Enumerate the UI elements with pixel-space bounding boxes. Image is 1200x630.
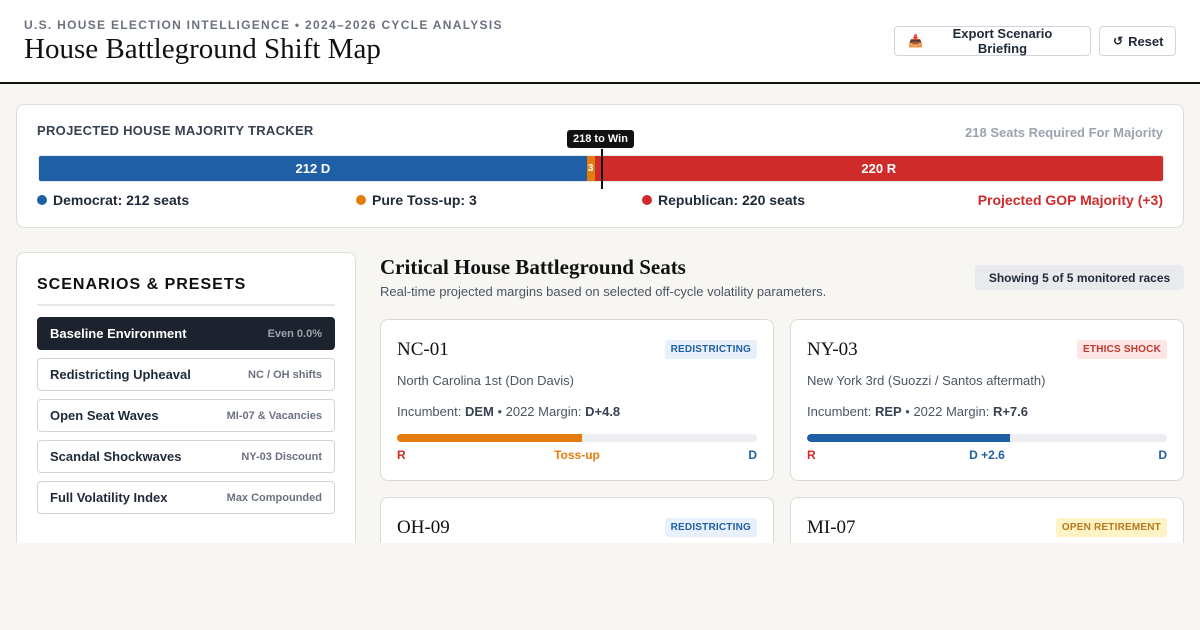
tossup-seat-segment: 3 xyxy=(586,156,595,181)
incumbent-party: REP xyxy=(874,404,902,419)
margin-fill xyxy=(807,434,1011,442)
rep-dot-icon xyxy=(642,195,652,205)
scale-dem-label: D xyxy=(1158,448,1167,462)
incumbent-party: DEM xyxy=(464,404,494,419)
margin-prefix: • 2022 Margin: xyxy=(901,404,993,419)
race-tag-badge: REDISTRICTING xyxy=(664,340,757,359)
legend-dem-label: Democrat: 212 seats xyxy=(53,192,190,208)
margin-fill xyxy=(397,434,583,442)
reset-button[interactable]: ↺ Reset xyxy=(1099,26,1176,56)
seat-share-bar: 212 D 3 220 R xyxy=(38,155,1164,182)
download-tray-icon: 📥 xyxy=(908,34,923,48)
race-incumbent-line: Incumbent: DEM • 2022 Margin: D+4.8 xyxy=(397,404,620,419)
race-description: North Carolina 1st (Don Davis) xyxy=(397,373,575,388)
legend-tossup-label: Pure Toss-up: 3 xyxy=(372,192,477,208)
preset-label: Open Seat Waves xyxy=(50,408,159,423)
preset-subtitle: MI-07 & Vacancies xyxy=(226,409,322,422)
scale-rep-label: R xyxy=(397,448,406,462)
reset-icon: ↺ xyxy=(1113,34,1124,48)
preset-label: Full Volatility Index xyxy=(50,490,168,505)
legend-rep: Republican: 220 seats xyxy=(642,192,805,208)
preset-redistricting-upheaval[interactable]: Redistricting Upheaval NC / OH shifts xyxy=(37,358,335,391)
race-tag-badge: OPEN RETIREMENT xyxy=(1055,518,1167,537)
race-incumbent-line: Incumbent: REP • 2022 Margin: R+7.6 xyxy=(807,404,1028,419)
export-scenario-briefing-button[interactable]: 📥 Export Scenario Briefing xyxy=(894,26,1091,56)
battleground-section-title: Critical House Battleground Seats xyxy=(380,255,686,279)
prior-margin: R+7.6 xyxy=(992,404,1029,419)
preset-full-volatility-index[interactable]: Full Volatility Index Max Compounded xyxy=(37,481,335,514)
margin-track xyxy=(807,434,1167,442)
rep-seat-segment: 220 R xyxy=(594,156,1163,181)
race-district-id: OH-09 xyxy=(397,517,450,538)
race-district-id: MI-07 xyxy=(807,517,856,538)
preset-label: Scandal Shockwaves xyxy=(50,449,182,464)
battleground-section-subtitle: Real-time projected margins based on sel… xyxy=(380,284,827,299)
preset-open-seat-waves[interactable]: Open Seat Waves MI-07 & Vacancies xyxy=(37,399,335,432)
preset-scandal-shockwaves[interactable]: Scandal Shockwaves NY-03 Discount xyxy=(37,440,335,473)
scale-rep-label: R xyxy=(807,448,816,462)
scale-dem-label: D xyxy=(748,448,757,462)
sidebar-title: SCENARIOS & PRESETS xyxy=(37,276,335,306)
dem-dot-icon xyxy=(37,195,47,205)
legend-rep-label: Republican: 220 seats xyxy=(658,192,806,208)
preset-subtitle: Even 0.0% xyxy=(267,327,322,340)
margin-prefix: • 2022 Margin: xyxy=(493,404,586,419)
incumbent-prefix: Incumbent: xyxy=(397,404,465,419)
win-threshold-marker xyxy=(601,149,603,189)
race-district-id: NY-03 xyxy=(807,339,858,360)
margin-scale: R Toss-up D xyxy=(397,448,757,462)
race-count-badge: Showing 5 of 5 monitored races xyxy=(975,265,1184,290)
tracker-title: PROJECTED HOUSE MAJORITY TRACKER xyxy=(37,123,314,138)
margin-track xyxy=(397,434,757,442)
majority-projection: Projected GOP Majority (+3) xyxy=(977,192,1163,208)
preset-baseline-environment[interactable]: Baseline Environment Even 0.0% xyxy=(37,317,335,350)
preset-subtitle: NY-03 Discount xyxy=(241,450,322,463)
preset-subtitle: NC / OH shifts xyxy=(248,368,322,381)
reset-button-label: Reset xyxy=(1128,33,1164,49)
projected-margin-label: Toss-up xyxy=(554,448,600,462)
prior-margin: D+4.8 xyxy=(585,404,621,419)
preset-label: Redistricting Upheaval xyxy=(50,367,191,382)
race-district-id: NC-01 xyxy=(397,339,449,360)
margin-scale: R D +2.6 D xyxy=(807,448,1167,462)
app-header: U.S. HOUSE ELECTION INTELLIGENCE • 2024–… xyxy=(0,0,1200,84)
preset-subtitle: Max Compounded xyxy=(226,491,322,504)
page-title: House Battleground Shift Map xyxy=(24,33,381,65)
legend-dem: Democrat: 212 seats xyxy=(37,192,189,208)
race-tag-badge: REDISTRICTING xyxy=(664,518,757,537)
majority-requirement: 218 Seats Required For Majority xyxy=(965,125,1163,140)
dem-seat-segment: 212 D xyxy=(39,156,587,181)
win-threshold-label: 218 to Win xyxy=(567,130,634,148)
race-card-ny-03[interactable]: NY-03 ETHICS SHOCK New York 3rd (Suozzi … xyxy=(790,319,1184,481)
race-card-nc-01[interactable]: NC-01 REDISTRICTING North Carolina 1st (… xyxy=(380,319,774,481)
page-background-footer xyxy=(0,543,1200,630)
projected-margin-label: D +2.6 xyxy=(969,448,1005,462)
majority-tracker-panel: PROJECTED HOUSE MAJORITY TRACKER 218 Sea… xyxy=(16,104,1184,228)
export-button-label: Export Scenario Briefing xyxy=(952,26,1053,56)
legend-tossup: Pure Toss-up: 3 xyxy=(356,192,477,208)
tossup-dot-icon xyxy=(356,195,366,205)
preset-label: Baseline Environment xyxy=(50,326,187,341)
scenarios-sidebar: SCENARIOS & PRESETS Baseline Environment… xyxy=(16,252,356,552)
incumbent-prefix: Incumbent: xyxy=(807,404,875,419)
race-tag-badge: ETHICS SHOCK xyxy=(1077,340,1167,359)
header-kicker: U.S. HOUSE ELECTION INTELLIGENCE • 2024–… xyxy=(24,18,503,32)
race-description: New York 3rd (Suozzi / Santos aftermath) xyxy=(807,373,1046,388)
